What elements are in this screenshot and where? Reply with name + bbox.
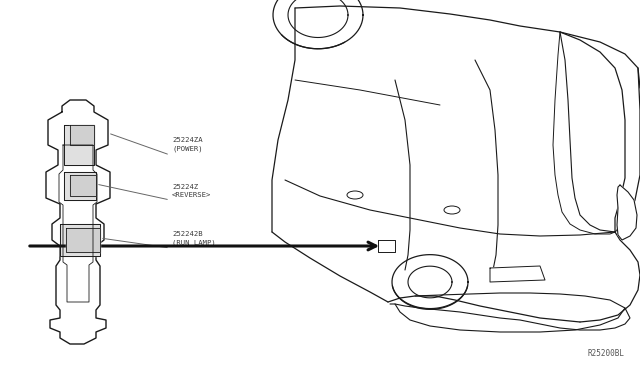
Polygon shape <box>70 125 94 145</box>
Polygon shape <box>64 125 94 165</box>
Ellipse shape <box>347 191 363 199</box>
Ellipse shape <box>444 206 460 214</box>
Polygon shape <box>64 172 96 200</box>
Text: 25224ZA
(POWER): 25224ZA (POWER) <box>172 138 203 152</box>
Text: 25224Z
<REVERSE>: 25224Z <REVERSE> <box>172 184 211 198</box>
Polygon shape <box>60 224 100 256</box>
Polygon shape <box>70 175 96 196</box>
Polygon shape <box>66 228 100 252</box>
Text: 252242B
(RUN LAMP): 252242B (RUN LAMP) <box>172 231 216 246</box>
Polygon shape <box>46 100 110 344</box>
Polygon shape <box>490 266 545 282</box>
Polygon shape <box>617 185 637 240</box>
Polygon shape <box>378 240 395 252</box>
Text: R25200BL: R25200BL <box>588 349 625 358</box>
